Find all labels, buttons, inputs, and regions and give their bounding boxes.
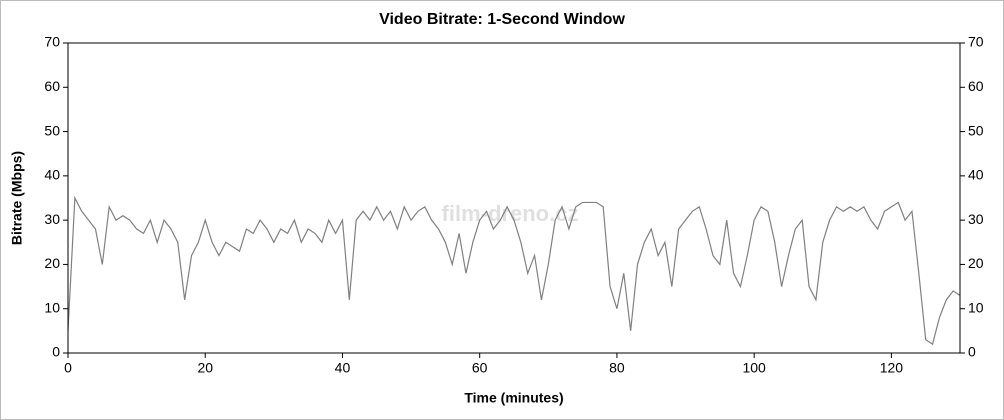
y2-tick-label: 60: [968, 78, 984, 94]
y2-tick-label: 10: [968, 299, 984, 315]
x-tick-label: 20: [197, 360, 213, 376]
plot-border: [67, 42, 961, 354]
x-axis-label: Time (minutes): [464, 390, 563, 406]
y2-tick-label: 20: [968, 255, 984, 271]
y2-tick-label: 50: [968, 122, 984, 138]
chart-title: Video Bitrate: 1-Second Window: [379, 11, 625, 28]
x-tick-label: 80: [609, 360, 625, 376]
y-tick-label: 30: [44, 211, 60, 227]
y-tick-label: 60: [44, 78, 60, 94]
x-tick-label: 40: [335, 360, 351, 376]
y-tick-label: 40: [44, 167, 60, 183]
y2-tick-label: 70: [968, 34, 984, 50]
series-line: [67, 195, 961, 346]
x-tick-label: 100: [742, 360, 766, 376]
y-tick-label: 20: [44, 255, 60, 271]
y-tick-label: 50: [44, 122, 60, 138]
y-tick-label: 10: [44, 299, 60, 315]
y-tick-label: 0: [52, 344, 60, 360]
x-tick-label: 60: [472, 360, 488, 376]
y-tick-label: 70: [44, 34, 60, 50]
y2-tick-label: 30: [968, 211, 984, 227]
y-axis-label: Bitrate (Mbps): [9, 151, 25, 245]
y2-tick-label: 0: [968, 344, 976, 360]
x-tick-label: 0: [64, 360, 72, 376]
y2-tick-label: 40: [968, 167, 984, 183]
x-tick-label: 120: [880, 360, 904, 376]
